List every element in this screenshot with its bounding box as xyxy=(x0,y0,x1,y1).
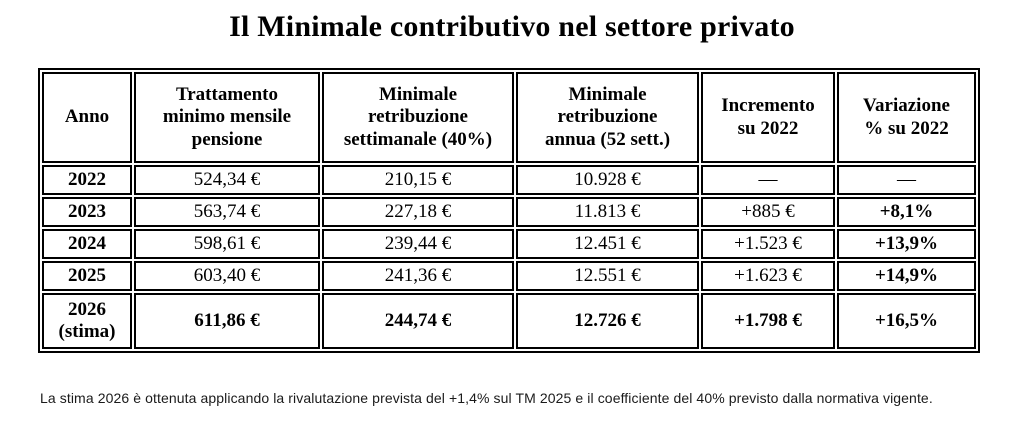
value-cell: +14,9% xyxy=(837,261,976,291)
table-row-2026-stima: 2026 (stima) 611,86 € 244,74 € 12.726 € … xyxy=(42,293,976,349)
value-cell: +8,1% xyxy=(837,197,976,227)
value-cell: 210,15 € xyxy=(322,165,514,195)
header-row: Anno Trattamento minimo mensile pensione… xyxy=(42,72,976,163)
value-cell: 11.813 € xyxy=(516,197,699,227)
value-cell: +13,9% xyxy=(837,229,976,259)
table-row-2022: 2022 524,34 € 210,15 € 10.928 € — — xyxy=(42,165,976,195)
value-cell: 524,34 € xyxy=(134,165,320,195)
col-header-minimale-annuo: Minimale retribuzione annua (52 sett.) xyxy=(516,72,699,163)
footnote-text: La stima 2026 è ottenuta applicando la r… xyxy=(40,390,933,406)
value-cell: 563,74 € xyxy=(134,197,320,227)
col-header-incremento: Incremento su 2022 xyxy=(701,72,835,163)
table-row-2025: 2025 603,40 € 241,36 € 12.551 € +1.623 €… xyxy=(42,261,976,291)
value-cell: 12.726 € xyxy=(516,293,699,349)
value-cell: 12.551 € xyxy=(516,261,699,291)
value-cell: 12.451 € xyxy=(516,229,699,259)
col-header-minimale-settimanale: Minimale retribuzione settimanale (40%) xyxy=(322,72,514,163)
value-cell: 611,86 € xyxy=(134,293,320,349)
minimale-contributivo-table: Anno Trattamento minimo mensile pensione… xyxy=(38,68,980,353)
value-cell: 598,61 € xyxy=(134,229,320,259)
value-cell: 10.928 € xyxy=(516,165,699,195)
value-cell: — xyxy=(837,165,976,195)
page-title: Il Minimale contributivo nel settore pri… xyxy=(229,10,795,43)
value-cell: — xyxy=(701,165,835,195)
value-cell: 227,18 € xyxy=(322,197,514,227)
value-cell: +1.623 € xyxy=(701,261,835,291)
value-cell: +885 € xyxy=(701,197,835,227)
year-cell: 2024 xyxy=(42,229,132,259)
value-cell: 244,74 € xyxy=(322,293,514,349)
col-header-trattamento-minimo: Trattamento minimo mensile pensione xyxy=(134,72,320,163)
value-cell: 603,40 € xyxy=(134,261,320,291)
value-cell: 239,44 € xyxy=(322,229,514,259)
value-cell: +1.523 € xyxy=(701,229,835,259)
year-cell: 2023 xyxy=(42,197,132,227)
col-header-anno: Anno xyxy=(42,72,132,163)
table-row-2024: 2024 598,61 € 239,44 € 12.451 € +1.523 €… xyxy=(42,229,976,259)
value-cell: +1.798 € xyxy=(701,293,835,349)
year-cell: 2025 xyxy=(42,261,132,291)
value-cell: 241,36 € xyxy=(322,261,514,291)
col-header-variazione: Variazione % su 2022 xyxy=(837,72,976,163)
value-cell: +16,5% xyxy=(837,293,976,349)
table-row-2023: 2023 563,74 € 227,18 € 11.813 € +885 € +… xyxy=(42,197,976,227)
year-cell: 2022 xyxy=(42,165,132,195)
year-cell: 2026 (stima) xyxy=(42,293,132,349)
